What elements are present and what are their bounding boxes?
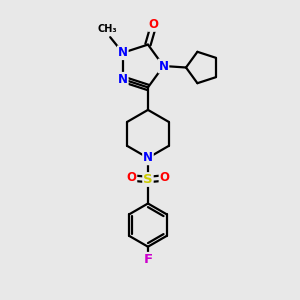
Text: S: S bbox=[143, 173, 153, 186]
Text: N: N bbox=[143, 152, 153, 164]
Text: O: O bbox=[127, 172, 136, 184]
Text: N: N bbox=[158, 59, 169, 73]
Text: O: O bbox=[148, 18, 158, 31]
Text: CH₃: CH₃ bbox=[98, 24, 118, 34]
Text: F: F bbox=[143, 253, 152, 266]
Text: N: N bbox=[118, 73, 128, 86]
Text: N: N bbox=[118, 46, 128, 59]
Text: O: O bbox=[160, 172, 170, 184]
